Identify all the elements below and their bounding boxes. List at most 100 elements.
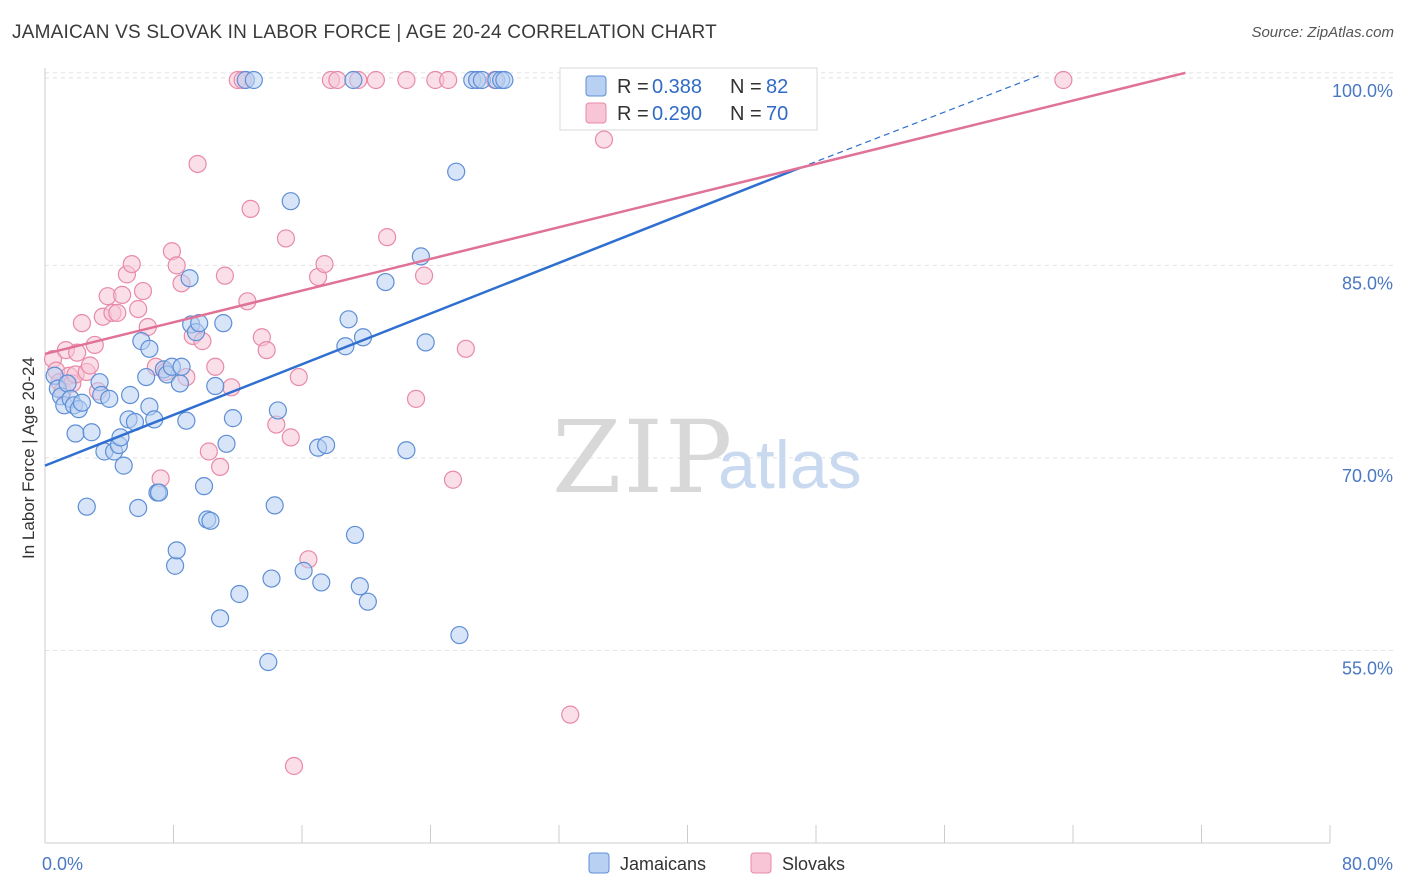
jamaican-point bbox=[416, 333, 435, 352]
slovak-point bbox=[561, 705, 580, 724]
slovak-point bbox=[210, 457, 230, 477]
slovak-point bbox=[443, 470, 463, 489]
slovak-point bbox=[129, 299, 148, 319]
slovak-point bbox=[397, 70, 416, 90]
slovak-point bbox=[594, 130, 614, 149]
series-legend-label-slovaks: Slovaks bbox=[782, 854, 845, 874]
jamaican-point bbox=[129, 498, 148, 518]
jamaican-point bbox=[140, 339, 159, 358]
slovak-point bbox=[188, 154, 207, 174]
jamaican-point bbox=[312, 573, 331, 592]
watermark-atlas: atlas bbox=[718, 427, 862, 503]
slovak-point bbox=[215, 266, 234, 285]
slovak-point bbox=[206, 357, 225, 376]
legend-r-value-2: 0.290 bbox=[652, 103, 702, 125]
watermark: ZIP atlas bbox=[552, 399, 862, 516]
jamaican-point bbox=[447, 162, 466, 181]
slovak-point bbox=[241, 199, 260, 218]
series-legend-label-jamaicans: Jamaicans bbox=[620, 854, 706, 874]
jamaican-point bbox=[214, 314, 233, 333]
jamaican-point bbox=[137, 367, 156, 387]
legend-swatch-slovaks bbox=[585, 102, 607, 124]
slovak-point bbox=[199, 442, 218, 461]
legend-r-label-1: R = bbox=[617, 76, 649, 98]
legend-r-label-2: R = bbox=[617, 103, 649, 125]
legend-n-label-1: N = bbox=[730, 76, 762, 98]
jamaican-point bbox=[376, 272, 395, 292]
jamaican-point bbox=[339, 310, 358, 329]
source-label: Source: ZipAtlas.com bbox=[1251, 24, 1394, 41]
jamaican-point bbox=[262, 569, 281, 588]
jamaican-point bbox=[177, 411, 196, 430]
x-tick-label: 0.0% bbox=[42, 854, 83, 874]
jamaican-point bbox=[206, 376, 225, 396]
slovak-point bbox=[366, 70, 385, 90]
series-legend-swatch-slovaks bbox=[750, 852, 772, 874]
jamaican-point bbox=[201, 511, 220, 530]
slovak-point bbox=[167, 256, 186, 275]
legend-r-value-1: 0.388 bbox=[652, 76, 702, 98]
jamaican-point bbox=[121, 385, 140, 405]
legend-n-value-2: 70 bbox=[766, 103, 788, 125]
legend-n-value-1: 82 bbox=[766, 76, 788, 98]
slovak-point bbox=[406, 389, 426, 408]
y-axis-title: In Labor Force | Age 20-24 bbox=[19, 357, 38, 559]
y-tick-label: 55.0% bbox=[1342, 658, 1393, 678]
watermark-zip: ZIP bbox=[552, 399, 734, 516]
slovak-point bbox=[133, 281, 153, 301]
grid bbox=[45, 72, 1395, 651]
stats-legend: R = 0.388 N = 82 R = 0.290 N = 70 bbox=[559, 67, 818, 131]
jamaicans-trend-extension bbox=[799, 74, 1042, 169]
jamaicans-trend-line bbox=[44, 166, 801, 467]
jamaican-point bbox=[58, 374, 77, 393]
axes: 55.0% 70.0% 85.0% 100.0% 0.0% 80.0% bbox=[42, 68, 1393, 874]
slovak-point bbox=[414, 266, 434, 285]
jamaican-point bbox=[72, 393, 92, 412]
jamaican-point bbox=[180, 269, 199, 288]
jamaican-point bbox=[166, 556, 185, 575]
series-legend: Jamaicans Slovaks bbox=[588, 852, 845, 874]
slovaks-trend-line bbox=[44, 71, 1186, 356]
jamaican-point bbox=[397, 441, 416, 460]
slovak-point bbox=[315, 254, 334, 274]
jamaican-point bbox=[223, 409, 243, 428]
jamaican-point bbox=[268, 401, 288, 420]
series-legend-swatch-jamaicans bbox=[588, 852, 610, 874]
jamaican-point bbox=[217, 434, 236, 453]
x-tick-label: 80.0% bbox=[1342, 854, 1393, 874]
slovak-point bbox=[328, 70, 347, 90]
jamaican-point bbox=[345, 525, 365, 545]
jamaican-point bbox=[230, 584, 249, 604]
jamaican-point bbox=[450, 625, 469, 645]
slovak-point bbox=[439, 70, 458, 90]
jamaican-point bbox=[358, 592, 377, 611]
jamaican-point bbox=[190, 314, 209, 333]
jamaican-point bbox=[149, 483, 169, 502]
slovak-point bbox=[276, 229, 296, 248]
jamaican-point bbox=[281, 192, 300, 211]
jamaican-point bbox=[167, 541, 186, 560]
data-points bbox=[43, 70, 1073, 776]
jamaican-point bbox=[259, 652, 278, 672]
jamaican-point bbox=[172, 357, 191, 376]
jamaican-point bbox=[265, 496, 284, 515]
slovak-point bbox=[289, 367, 308, 387]
y-tick-label: 85.0% bbox=[1342, 273, 1393, 293]
slovak-point bbox=[1054, 70, 1073, 90]
jamaican-point bbox=[77, 497, 96, 516]
slovak-point bbox=[257, 340, 276, 360]
slovak-point bbox=[456, 339, 475, 358]
slovak-point bbox=[378, 228, 397, 247]
trend-lines bbox=[44, 71, 1186, 467]
slovak-point bbox=[284, 756, 304, 776]
slovak-point bbox=[108, 303, 127, 322]
jamaican-point bbox=[350, 577, 369, 596]
slovak-point bbox=[281, 428, 300, 447]
jamaican-point bbox=[495, 70, 514, 90]
jamaican-point bbox=[210, 609, 230, 628]
jamaican-point bbox=[100, 389, 119, 408]
jamaican-point bbox=[114, 456, 133, 475]
slovak-point bbox=[68, 343, 87, 362]
jamaican-point bbox=[316, 435, 336, 455]
